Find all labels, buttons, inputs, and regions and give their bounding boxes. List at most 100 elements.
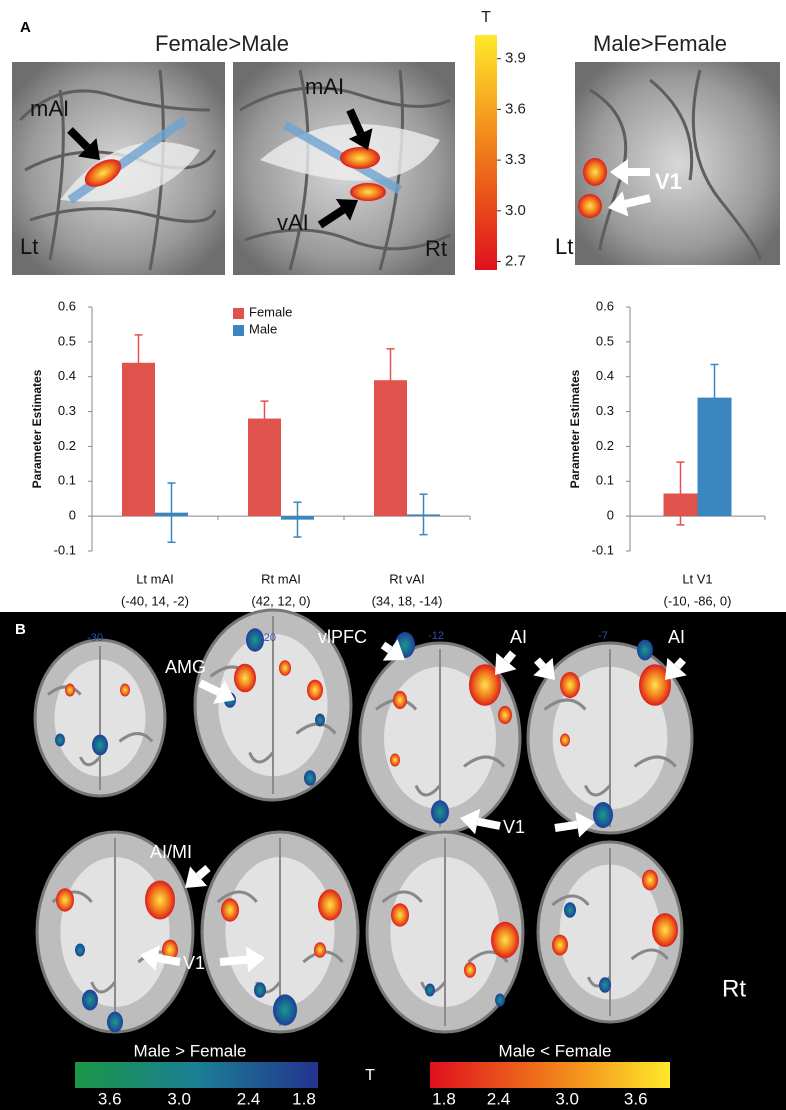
y-tick-label: 0.6: [58, 298, 76, 313]
colorbar-title: T: [481, 9, 491, 26]
arrow-shaft: [157, 954, 181, 966]
arrow-shaft: [380, 641, 393, 654]
activation: [391, 903, 409, 927]
y-tick-label: 0: [69, 508, 76, 523]
image-label: Rt: [425, 236, 447, 261]
arrow-shaft: [534, 657, 546, 670]
colorbar-tick-label: 3.9: [505, 50, 526, 67]
image-label: AI/MI: [150, 842, 192, 862]
activation: [552, 934, 568, 956]
bar: [374, 380, 407, 517]
y-tick-label: 0.3: [58, 403, 76, 418]
image-label: V1: [183, 953, 205, 973]
y-tick-label: -0.1: [592, 542, 614, 557]
slice-label: -12: [428, 630, 444, 642]
activation: [560, 733, 570, 747]
arrow-shaft: [674, 657, 686, 670]
image-label: AI: [510, 627, 527, 647]
activation: [491, 921, 519, 959]
activation: [307, 679, 323, 701]
legend-swatch: [233, 325, 244, 336]
image-label: V1: [655, 169, 682, 194]
x-tick-label: Lt V1: [682, 571, 712, 586]
image-label: AMG: [165, 657, 206, 677]
bar: [248, 418, 281, 517]
arrow-head: [665, 657, 687, 680]
colorbar-tick-label: 2.4: [237, 1089, 261, 1108]
legend-label: Male: [249, 321, 277, 336]
activation: [273, 994, 297, 1026]
colorbar-tick-label: 1.8: [432, 1089, 456, 1108]
activation: [469, 664, 501, 706]
arrow-head: [335, 199, 358, 221]
bar: [663, 493, 698, 517]
image-title: Female>Male: [155, 31, 289, 56]
activation: [315, 713, 325, 727]
activation: [279, 660, 291, 676]
y-tick-label: 0.1: [58, 473, 76, 488]
activation: [82, 989, 98, 1011]
activation: [92, 734, 108, 756]
y-tick-label: 0.2: [596, 438, 614, 453]
y-tick-label: 0.5: [596, 333, 614, 348]
y-tick-label: -0.1: [54, 542, 76, 557]
activation: [390, 753, 400, 767]
image-label: mAI: [30, 96, 69, 121]
colorbar-title: Male < Female: [499, 1041, 612, 1060]
colorbar-title: Male > Female: [134, 1041, 247, 1060]
bar: [281, 516, 314, 520]
activation: [234, 663, 256, 693]
gyri: [543, 698, 677, 797]
legend-label: Female: [249, 304, 292, 319]
image-label: vAI: [277, 210, 309, 235]
x-tick-sublabel: (-10, -86, 0): [664, 593, 732, 608]
activation: [246, 628, 264, 652]
x-tick-sublabel: (34, 18, -14): [372, 593, 443, 608]
sagittal-right: [233, 62, 455, 275]
colorbar-tick-label: 1.8: [292, 1089, 316, 1108]
x-tick-label: Lt mAI: [136, 571, 174, 586]
activation: [599, 977, 611, 993]
arrow-head: [575, 811, 595, 838]
colorbar: [75, 1062, 318, 1088]
activation: [120, 683, 130, 697]
activation: [254, 982, 266, 998]
activation: [431, 800, 449, 824]
arrow-shaft: [554, 820, 578, 832]
colorbar: [475, 35, 497, 270]
arrow-shaft: [195, 864, 211, 880]
activation: [425, 983, 435, 997]
bar: [407, 514, 440, 517]
bar: [155, 512, 188, 517]
panel-label: A: [20, 19, 31, 36]
arrow-head: [608, 191, 629, 217]
colorbar-tick-label: 3.6: [505, 100, 526, 117]
colorbar-t: T: [365, 1067, 375, 1084]
y-axis-label: Parameter Estimates: [568, 369, 582, 488]
activation: [498, 705, 512, 725]
image-label: AI: [668, 627, 685, 647]
activation: [162, 939, 178, 961]
colorbar-tick-label: 3.3: [505, 151, 526, 168]
activation: [393, 690, 407, 710]
y-tick-label: 0.4: [596, 368, 614, 383]
y-tick-label: 0.4: [58, 368, 76, 383]
arrow-shaft: [346, 108, 365, 136]
arrow-head: [533, 657, 555, 680]
activation: [314, 942, 326, 958]
activation: [637, 639, 653, 661]
coronal-image: [575, 62, 780, 265]
activation: [107, 1011, 123, 1033]
image-label: Lt: [555, 234, 573, 259]
y-tick-label: 0.2: [58, 438, 76, 453]
x-tick-label: Rt vAI: [389, 571, 424, 586]
image-title: Male>Female: [593, 31, 727, 56]
colorbar-tick-label: 3.0: [505, 202, 526, 219]
image-label: vlPFC: [318, 627, 367, 647]
arrow-head: [140, 945, 160, 971]
arrow-head: [245, 946, 265, 973]
image-label: V1: [503, 817, 525, 837]
y-tick-label: 0: [607, 508, 614, 523]
arrow-head: [495, 652, 517, 675]
